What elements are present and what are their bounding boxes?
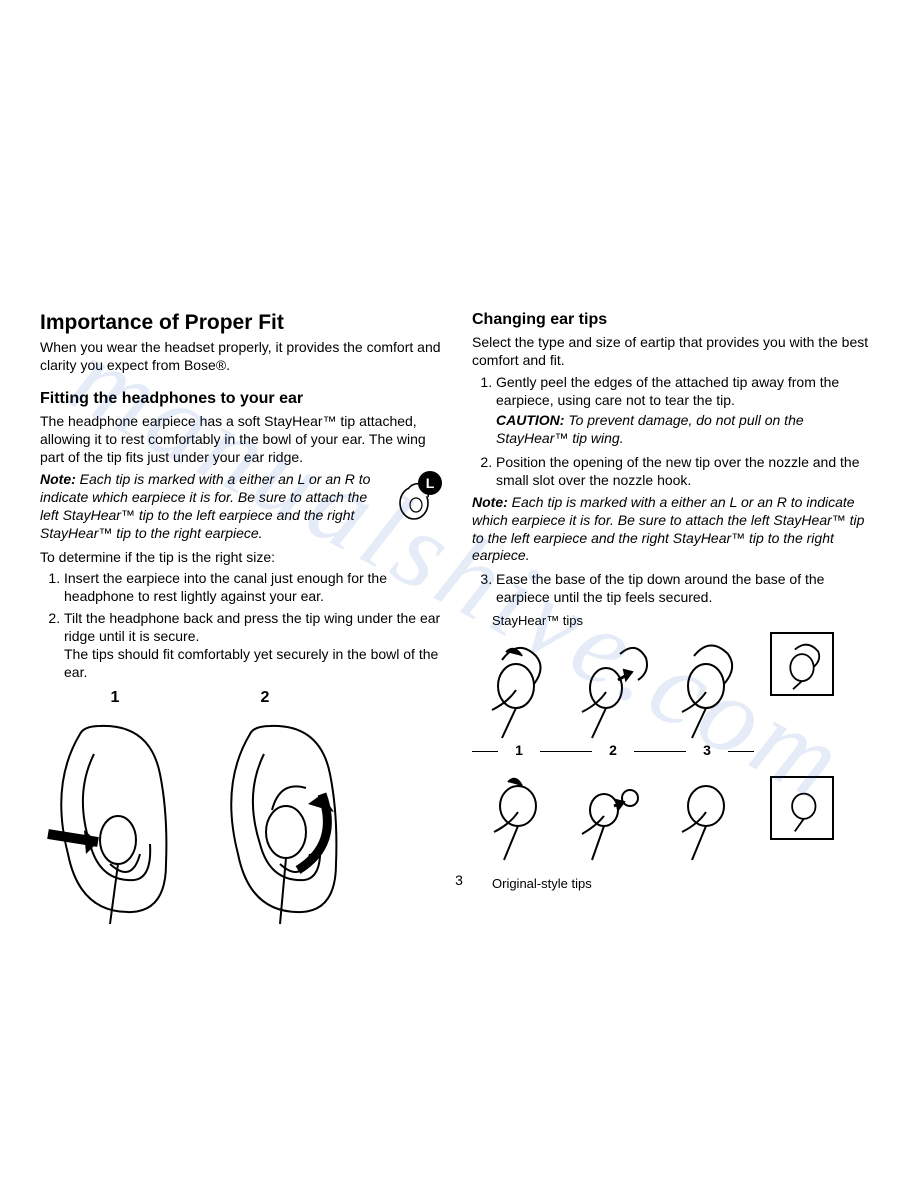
- section-heading: Importance of Proper Fit: [40, 310, 446, 337]
- svg-text:L: L: [426, 475, 435, 491]
- original-step2-icon: [566, 760, 660, 870]
- right-column: Changing ear tips Select the type and si…: [472, 310, 878, 954]
- fig-label-1: 1: [111, 688, 120, 708]
- fit-step-1: Insert the earpiece into the canal just …: [64, 570, 446, 606]
- right-note-body: Each tip is marked with a either an L or…: [472, 494, 864, 564]
- note-with-badge: Note: Each tip is marked with a either a…: [40, 471, 446, 543]
- stayhear-step3-icon: [660, 632, 754, 742]
- subheading-fitting: Fitting the headphones to your ear: [40, 389, 446, 409]
- fig-label-2: 2: [261, 688, 270, 708]
- fit-steps-list: Insert the earpiece into the canal just …: [40, 570, 446, 681]
- stayhear-row: [472, 632, 754, 742]
- size-intro: To determine if the tip is the right siz…: [40, 549, 446, 567]
- stayhear-label: StayHear™ tips: [472, 613, 878, 630]
- intro-paragraph: When you wear the headset properly, it p…: [40, 339, 446, 375]
- original-result-icon: [770, 776, 834, 840]
- change-step-2: Position the opening of the new tip over…: [496, 454, 878, 490]
- fitting-paragraph: The headphone earpiece has a soft StayHe…: [40, 413, 446, 467]
- fit-step-2: Tilt the headphone back and press the ti…: [64, 610, 446, 682]
- seq-3: 3: [660, 742, 754, 760]
- change-step-3: Ease the base of the tip down around the…: [496, 571, 878, 607]
- left-column: Importance of Proper Fit When you wear t…: [40, 310, 446, 954]
- stayhear-result-icon: [770, 632, 834, 696]
- tips-grid: 1 2 3: [472, 632, 754, 870]
- change-steps-list-cont: Ease the base of the tip down around the…: [472, 571, 878, 607]
- original-step3-icon: [660, 760, 754, 870]
- caution-label: CAUTION:: [496, 412, 564, 428]
- ear-figure-labels: 1 2: [40, 688, 340, 708]
- two-column-layout: Importance of Proper Fit When you wear t…: [40, 310, 878, 954]
- seq-2: 2: [566, 742, 660, 760]
- original-row: [472, 760, 754, 870]
- seq-1: 1: [472, 742, 566, 760]
- right-note: Note: Each tip is marked with a either a…: [472, 494, 878, 566]
- change-steps-list: Gently peel the edges of the attached ti…: [472, 374, 878, 489]
- sequence-labels: 1 2 3: [472, 742, 754, 760]
- step1-text: Gently peel the edges of the attached ti…: [496, 374, 839, 408]
- caution-line: CAUTION: To prevent damage, do not pull …: [496, 412, 878, 448]
- stayhear-step1-icon: [472, 632, 566, 742]
- subheading-changing: Changing ear tips: [472, 310, 878, 330]
- original-step1-icon: [472, 760, 566, 870]
- change-step-1: Gently peel the edges of the attached ti…: [496, 374, 878, 448]
- result-thumbnails: [770, 632, 834, 840]
- tips-figure-block: 1 2 3: [472, 632, 878, 870]
- stayhear-step2-icon: [566, 632, 660, 742]
- earpiece-l-badge-icon: L: [390, 467, 446, 523]
- note-label: Note:: [40, 471, 76, 487]
- note-paragraph: Note: Each tip is marked with a either a…: [40, 471, 382, 543]
- changing-intro: Select the type and size of eartip that …: [472, 334, 878, 370]
- ear-insertion-figure: [40, 714, 360, 954]
- page-number: 3: [0, 872, 918, 888]
- right-note-label: Note:: [472, 494, 508, 510]
- manual-page: manualshive.com Importance of Proper Fit…: [0, 0, 918, 1188]
- note-body: Each tip is marked with a either an L or…: [40, 471, 370, 541]
